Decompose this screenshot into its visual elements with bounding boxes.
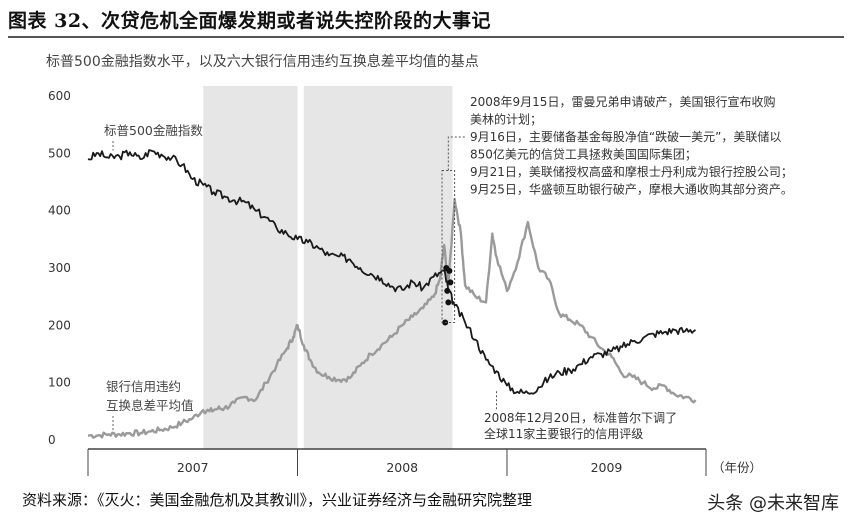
- y-tick-label-500: 500: [48, 146, 71, 160]
- title-rule: [8, 36, 844, 38]
- y-tick-label-0: 0: [48, 433, 56, 447]
- series-line-cds: [87, 197, 697, 439]
- x-tick-label-2009: 2009: [591, 460, 623, 475]
- event-annotation-line-1: 美林的计划；: [470, 112, 542, 127]
- series-line-sp500: [87, 149, 697, 395]
- x-tick-label-2008: 2008: [386, 460, 418, 475]
- y-tick-label-400: 400: [48, 204, 71, 218]
- series-label-cds-line2: 互换息差平均值: [106, 398, 194, 413]
- event-bracket: [441, 170, 456, 323]
- event-marker-2: [446, 267, 453, 274]
- y-tick-label-100: 100: [48, 376, 71, 390]
- chart-subtitle: 标普500金融指数水平，以及六大银行信用违约互换息差平均值的基点: [46, 54, 479, 70]
- figure-title: 图表 32、次贷危机全面爆发期或者说失控阶段的大事记: [8, 10, 492, 32]
- event-marker-3: [447, 279, 454, 286]
- y-tick-label-600: 600: [48, 89, 71, 103]
- watermark: 头条 @未来智库: [707, 493, 839, 514]
- event-marker-4: [445, 299, 452, 306]
- event-annotation-line-3: 850亿美元的信贷工具拯救美国国际集团；: [470, 147, 697, 162]
- y-tick-label-200: 200: [48, 318, 71, 332]
- shaded-period-1: [303, 86, 453, 449]
- x-axis-unit: （年份）: [712, 460, 762, 475]
- x-tick-label-2007: 2007: [177, 460, 209, 475]
- series-label-sp500: 标普500金融指数: [104, 123, 203, 138]
- event-annotation-line-4: 9月21日，美联储授权高盛和摩根士丹利成为银行控股公司；: [470, 164, 793, 179]
- event-annotation-line-2: 9月16日，主要储备基金每股净值“跌破一美元”，美联储以: [470, 129, 781, 144]
- event-annotation-line-5: 9月25日，华盛顿互助银行破产，摩根大通收购其部分资产。: [470, 182, 793, 197]
- source-note: 资料来源：《灭火：美国金融危机及其教训》，兴业证券经济与金融研究院整理: [22, 491, 533, 509]
- event-leader-top: [447, 136, 466, 171]
- y-tick-label-300: 300: [48, 261, 71, 275]
- shaded-period-0: [203, 86, 298, 449]
- event-annotation-line-0: 2008年9月15日，雷曼兄弟申请破产，美国银行宣布收购: [470, 94, 775, 109]
- event-bottom-line-1: 全球11家主要银行的信用评级: [484, 426, 643, 441]
- event-marker-1: [444, 287, 451, 294]
- series-label-cds-line1: 银行信用违约: [106, 379, 181, 394]
- event-bottom-line-0: 2008年12月20日，标准普尔下调了: [484, 410, 677, 425]
